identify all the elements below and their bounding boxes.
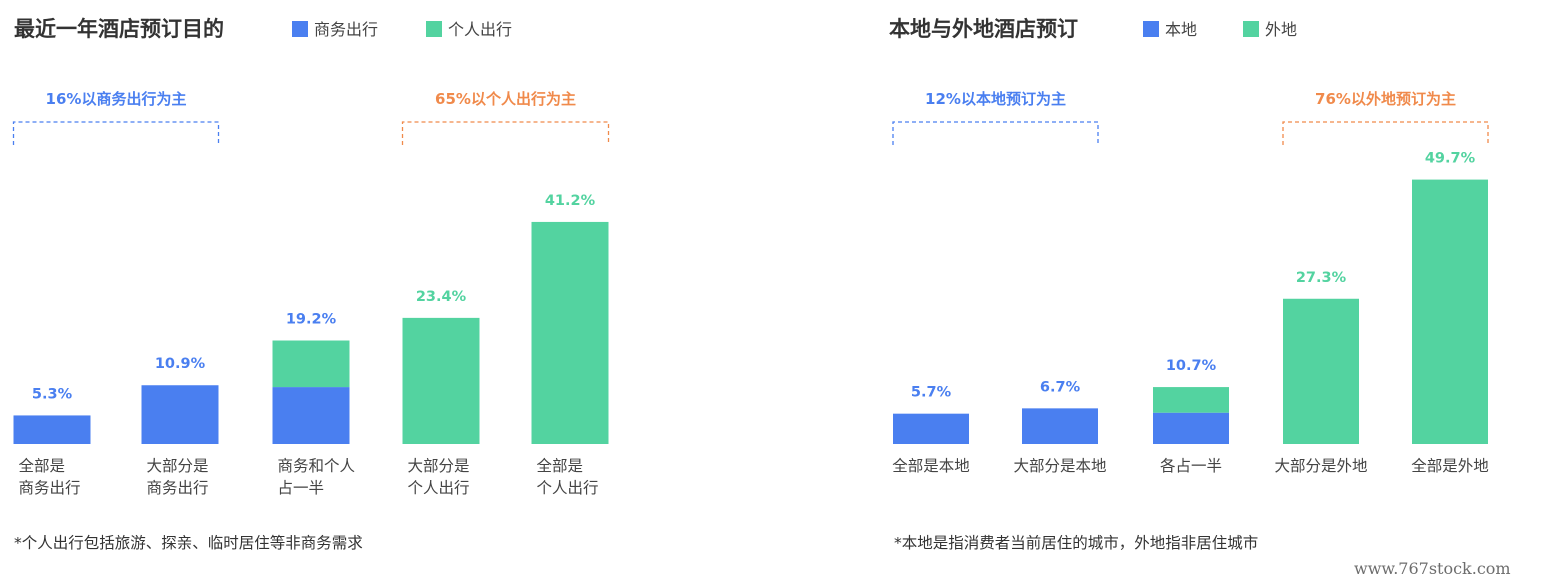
bar: [1283, 298, 1359, 444]
legend-label-local: 本地: [1165, 20, 1197, 39]
bar: [1022, 408, 1098, 444]
legend-label-nonlocal: 外地: [1265, 20, 1297, 39]
chart-title: 最近一年酒店预订目的: [14, 17, 224, 41]
data-label: 49.7%: [1425, 151, 1476, 167]
bars-group: 5.7% 全部是本地 6.7% 大部分是本地 10.7% 各占一半 27.3% 大部分是外地 4…: [892, 90, 1489, 475]
legend-swatch-personal: [426, 21, 442, 37]
chart-title: 本地与外地酒店预订: [889, 17, 1078, 41]
data-label: 23.4%: [416, 289, 467, 305]
bar-segment-blue: [1153, 412, 1229, 444]
category-label: 大部分是外地: [1274, 457, 1367, 475]
data-label: 5.7%: [911, 385, 952, 401]
data-label: 19.2%: [286, 312, 337, 328]
bracket-label: 12%以本地预订为主: [925, 90, 1066, 108]
bar-segment-green: [272, 340, 350, 388]
category-label: 全部是本地: [892, 457, 970, 475]
data-label: 6.7%: [1040, 379, 1081, 395]
bracket-label: 65%以个人出行为主: [435, 90, 576, 108]
category-label: 大部分是商务出行: [147, 457, 209, 497]
legend-swatch-business: [292, 21, 308, 37]
chart-location: 本地与外地酒店预订 本地 外地 5.7% 全部是本地 6.7% 大部分是本地 10.7%…: [889, 17, 1489, 552]
category-label: 大部分是个人出行: [408, 457, 470, 497]
category-label: 各占一半: [1160, 457, 1222, 475]
legend-swatch-local: [1143, 21, 1159, 37]
data-label: 5.3%: [32, 386, 73, 402]
legend-label-business: 商务出行: [314, 20, 378, 39]
bar: [402, 317, 480, 444]
bar: [531, 221, 609, 444]
data-label: 41.2%: [545, 193, 596, 209]
footnote: *本地是指消费者当前居住的城市，外地指非居住城市: [894, 534, 1258, 552]
legend-label-personal: 个人出行: [448, 20, 512, 39]
data-label: 10.9%: [155, 356, 206, 372]
category-label: 商务和个人占一半: [278, 457, 356, 497]
data-label: 27.3%: [1296, 270, 1347, 286]
bracket: [892, 121, 1099, 145]
bracket: [401, 121, 610, 145]
bar: [13, 415, 91, 444]
data-label: 10.7%: [1166, 358, 1217, 374]
bar: [893, 413, 969, 444]
chart-purpose: 最近一年酒店预订目的 商务出行 个人出行 5.3% 全部是商务出行 10.9% 大部分…: [12, 17, 610, 552]
bracket-label: 16%以商务出行为主: [46, 90, 187, 108]
bar-segment-blue: [272, 387, 350, 444]
bracket: [12, 121, 220, 145]
category-label: 全部是外地: [1411, 457, 1489, 475]
bar: [141, 385, 219, 444]
bracket: [1282, 121, 1489, 145]
watermark: www.767stock.com: [1354, 559, 1511, 578]
bars-group: 5.3% 全部是商务出行 10.9% 大部分是商务出行 19.2% 商务和个人占一半 23.…: [12, 90, 610, 497]
category-label: 全部是个人出行: [537, 457, 599, 497]
category-label: 大部分是本地: [1013, 457, 1106, 475]
category-label: 全部是商务出行: [19, 457, 81, 497]
footnote: *个人出行包括旅游、探亲、临时居住等非商务需求: [14, 534, 363, 552]
bar: [1412, 179, 1488, 444]
bracket-label: 76%以外地预订为主: [1315, 90, 1456, 108]
bar-segment-green: [1153, 387, 1229, 413]
legend-swatch-nonlocal: [1243, 21, 1259, 37]
